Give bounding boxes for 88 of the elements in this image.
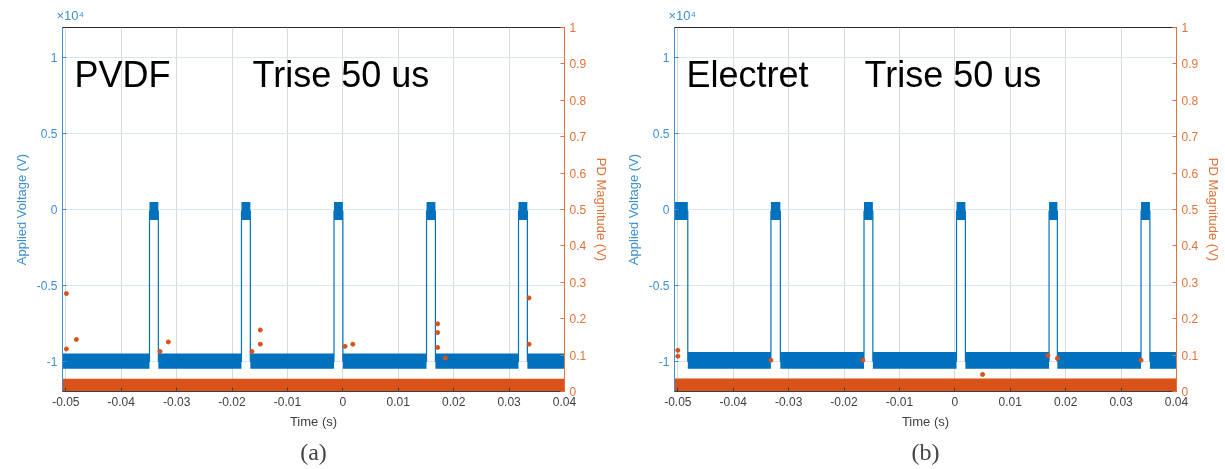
- x-tick-label: -0.02: [218, 394, 247, 409]
- y2-tick-label: 0.2: [569, 312, 587, 327]
- y2-tick-label: 0.1: [569, 348, 587, 363]
- point: [165, 339, 171, 345]
- y2-axis-title: PD Magnitude (V): [1206, 157, 1222, 262]
- x-tick-label: 0.03: [1109, 394, 1134, 409]
- y2-tick-label: 0.3: [569, 275, 587, 290]
- annotation: Trise 50 us: [864, 53, 1042, 95]
- x-tick-label: -0.03: [774, 394, 803, 409]
- x-tick-label: -0.05: [52, 394, 80, 409]
- point: [860, 357, 866, 363]
- y2-tick-label: 0.9: [1181, 57, 1199, 72]
- text: (b): [911, 438, 940, 465]
- x-tick-label: 0.01: [998, 394, 1023, 409]
- point: [435, 330, 441, 336]
- point: [350, 341, 356, 347]
- x-tick-label: 0.03: [497, 394, 522, 409]
- point: [675, 353, 681, 359]
- y2-tick-label: 0.2: [1181, 312, 1199, 327]
- point: [249, 348, 255, 354]
- x-axis-title: Time (s): [901, 413, 950, 429]
- x-tick-label: -0.01: [885, 394, 914, 409]
- point: [1045, 352, 1051, 358]
- y2-tick-label: 0.1: [1181, 348, 1199, 363]
- point: [157, 348, 163, 354]
- point: [73, 336, 79, 342]
- y2-tick-label: 0.6: [569, 166, 587, 181]
- y2-tick-label: 0: [1181, 385, 1189, 399]
- x-tick-label: 0: [339, 394, 347, 409]
- point: [435, 321, 441, 327]
- x-tick-label: -0.04: [719, 394, 748, 409]
- point: [63, 346, 69, 352]
- y2-tick-label: 0.8: [569, 93, 587, 108]
- x-tick-label: 0.01: [386, 394, 411, 409]
- annotation: Trise 50 us: [252, 53, 430, 95]
- y-tick-label: 0.5: [652, 127, 670, 142]
- x-tick-label: 0: [951, 394, 959, 409]
- x-tick-label: 0.02: [442, 394, 466, 409]
- y-tick-label: 0.5: [40, 127, 58, 142]
- y-tick-label: 0: [662, 203, 670, 217]
- point: [435, 344, 441, 350]
- y2-tick-label: 0.7: [1181, 130, 1199, 145]
- y2-tick-label: 0.5: [569, 203, 587, 217]
- y-tick-label: -0.5: [648, 278, 670, 293]
- point: [768, 357, 774, 363]
- y2-tick-label: 0.4: [569, 239, 587, 254]
- y-tick-label: -0.5: [36, 278, 58, 293]
- y-tick-label: 0: [50, 203, 58, 217]
- y2-tick-label: 0: [569, 385, 577, 399]
- x-tick-label: -0.03: [162, 394, 191, 409]
- point: [257, 327, 263, 333]
- x-tick-label: -0.05: [664, 394, 692, 409]
- point: [526, 341, 532, 347]
- y2-tick-label: 0.6: [1181, 166, 1199, 181]
- x-tick-label: -0.04: [107, 394, 136, 409]
- point: [1138, 357, 1144, 363]
- text: ×10⁴: [668, 7, 697, 23]
- y2-tick-label: 1: [569, 21, 577, 35]
- y-axis-title: Applied Voltage (V): [625, 153, 641, 266]
- y-tick-label: -1: [46, 354, 58, 369]
- y2-tick-label: 1: [1181, 21, 1189, 35]
- x-axis-title: Time (s): [289, 413, 338, 429]
- y2-tick-label: 0.8: [1181, 93, 1199, 108]
- y-axis-title: Applied Voltage (V): [13, 153, 29, 266]
- text: (a): [300, 438, 327, 465]
- y2-axis-title: PD Magnitude (V): [594, 157, 610, 262]
- point: [980, 371, 986, 377]
- annotation: Electret: [686, 53, 809, 95]
- y2-tick-label: 0.3: [1181, 275, 1199, 290]
- y2-tick-label: 0.5: [1181, 203, 1199, 217]
- y2-tick-label: 0.9: [569, 57, 587, 72]
- x-tick-label: 0.02: [1054, 394, 1078, 409]
- y-tick-label: 1: [662, 51, 670, 66]
- text: ×10⁴: [56, 7, 85, 23]
- y-tick-label: -1: [658, 354, 670, 369]
- y2-tick-label: 0.7: [569, 130, 587, 145]
- point: [257, 341, 263, 347]
- y2-tick-label: 0.4: [1181, 239, 1199, 254]
- point: [442, 355, 448, 361]
- point: [1054, 355, 1060, 361]
- x-tick-label: -0.01: [273, 394, 302, 409]
- x-tick-label: -0.02: [830, 394, 859, 409]
- y-tick-label: 1: [50, 51, 58, 66]
- point: [526, 295, 532, 301]
- annotation: PVDF: [74, 53, 171, 95]
- point: [342, 343, 348, 349]
- point: [675, 347, 681, 353]
- point: [63, 291, 69, 297]
